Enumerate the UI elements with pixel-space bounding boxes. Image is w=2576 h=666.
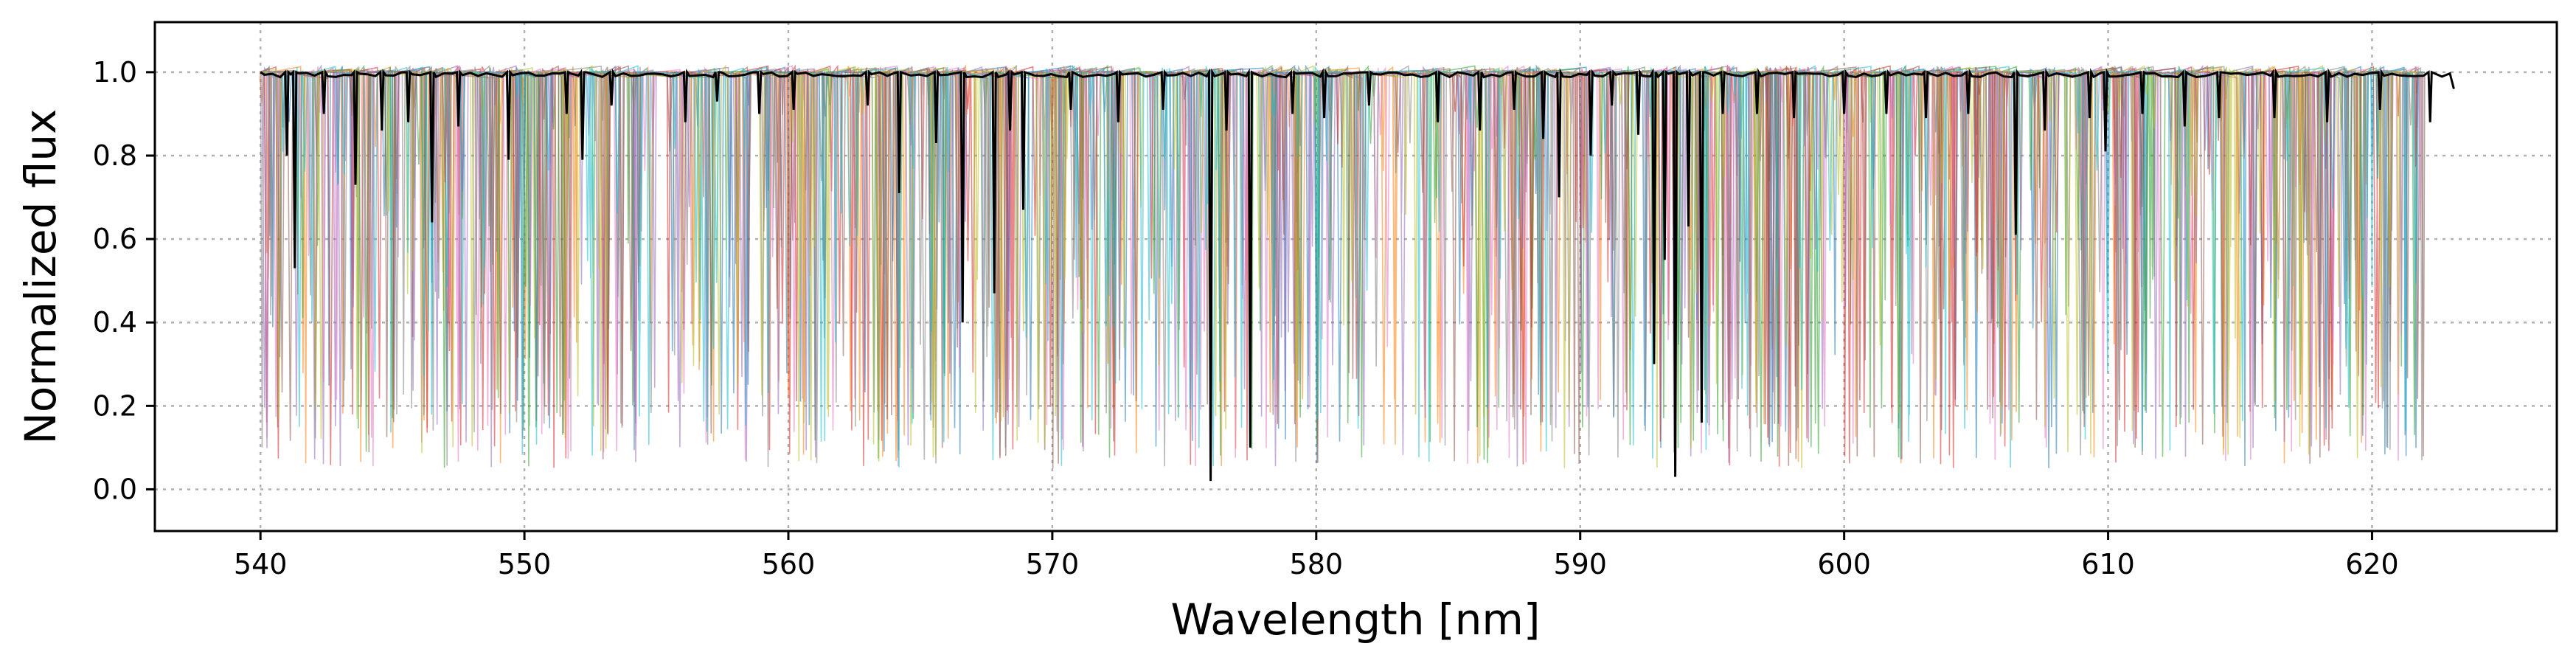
reference-series bbox=[260, 68, 2455, 482]
x-tick-label: 620 bbox=[2345, 548, 2399, 580]
x-tick-label: 540 bbox=[234, 548, 288, 580]
x-tick-label: 580 bbox=[1290, 548, 1344, 580]
x-tick-label: 600 bbox=[1817, 548, 1871, 580]
x-tick-label: 550 bbox=[498, 548, 552, 580]
x-tick-label: 560 bbox=[762, 548, 816, 580]
reference-spectrum-line bbox=[260, 68, 2455, 482]
y-tick-label: 1.0 bbox=[93, 56, 137, 89]
x-tick-label: 610 bbox=[2081, 548, 2135, 580]
y-tick-label: 0.6 bbox=[93, 223, 137, 255]
y-tick-label: 0.8 bbox=[93, 139, 137, 172]
y-tick-label: 0.4 bbox=[93, 306, 137, 339]
x-tick-label: 570 bbox=[1026, 548, 1080, 580]
x-tick-label: 590 bbox=[1553, 548, 1607, 580]
plot-frame bbox=[153, 21, 2558, 533]
axis-tick-labels: 540 550 560 570 580 590 600 610 620 0.0 0.2 0.4 0.6 0… bbox=[93, 56, 2399, 580]
axis-ticks bbox=[146, 71, 2373, 540]
x-axis-label: Wavelength [nm] bbox=[1170, 594, 1540, 645]
y-axis-label: Normalized flux bbox=[15, 109, 66, 445]
spectrum-line bbox=[260, 65, 2425, 468]
series-lines bbox=[259, 63, 2426, 469]
y-tick-label: 0.2 bbox=[93, 389, 137, 422]
y-tick-label: 0.0 bbox=[93, 473, 137, 505]
